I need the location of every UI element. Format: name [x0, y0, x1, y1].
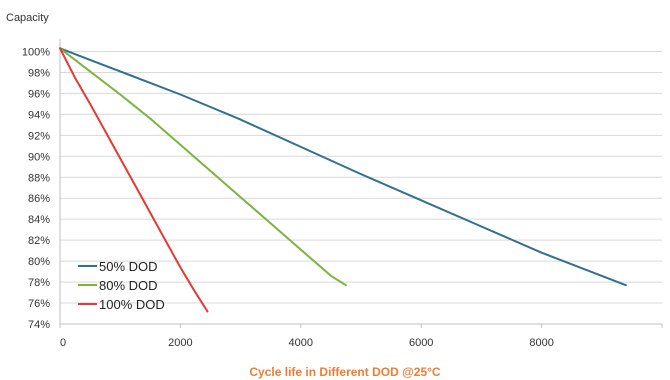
- y-tick-label: 94%: [28, 109, 50, 121]
- series-line-80-dod: [59, 47, 347, 287]
- x-tick-label: 8000: [529, 337, 553, 349]
- legend-label: 80% DOD: [99, 278, 158, 293]
- y-tick-label: 92%: [28, 130, 50, 142]
- x-tick-labels: 0 2000 4000 6000 8000: [59, 324, 663, 349]
- y-tick-label: 76%: [28, 298, 50, 310]
- axes: [59, 39, 662, 325]
- x-tick-label: 4000: [289, 337, 313, 349]
- y-tick-labels: 74% 76% 78% 80% 82% 84% 86% 88% 90% 92% 94% 96% 98% 1…: [22, 46, 50, 331]
- y-tick-label: 100%: [22, 46, 50, 58]
- y-tick-label: 78%: [28, 277, 50, 289]
- y-axis-title: Capacity: [6, 12, 49, 24]
- y-tick-label: 84%: [28, 214, 50, 226]
- y-tick-label: 82%: [28, 235, 50, 247]
- legend: 50% DOD 80% DOD 100% DOD: [78, 259, 165, 312]
- x-tick-label: 6000: [409, 337, 433, 349]
- series-lines: [59, 47, 627, 313]
- legend-label: 50% DOD: [99, 259, 158, 274]
- x-tick-label: 2000: [168, 337, 192, 349]
- x-tick-label: 0: [60, 337, 66, 349]
- y-tick-label: 86%: [28, 193, 50, 205]
- legend-label: 100% DOD: [99, 297, 165, 312]
- y-tick-label: 88%: [28, 172, 50, 184]
- y-tick-label: 80%: [28, 256, 50, 268]
- series-line-50-dod: [59, 47, 627, 287]
- chart-title: Cycle life in Different DOD @25°C: [249, 365, 441, 379]
- series-line-100-dod: [59, 47, 209, 313]
- y-tick-label: 90%: [28, 151, 50, 163]
- y-tick-label: 74%: [28, 319, 50, 331]
- gridlines: [60, 50, 662, 304]
- y-tick-label: 96%: [28, 88, 50, 100]
- y-tick-label: 98%: [28, 67, 50, 79]
